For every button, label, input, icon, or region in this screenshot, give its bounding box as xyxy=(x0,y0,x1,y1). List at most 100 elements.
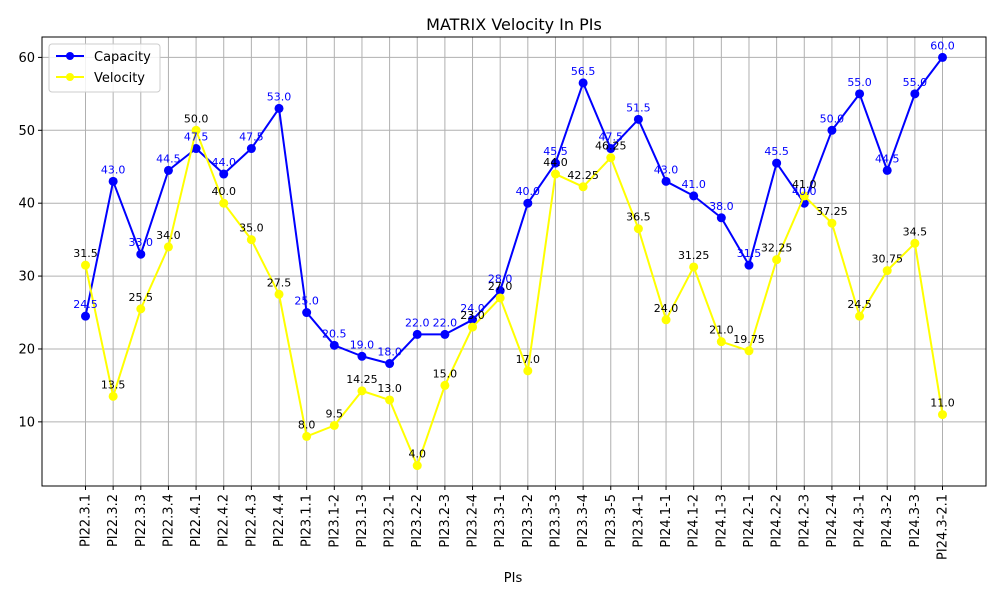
data-label-velocity: 34.0 xyxy=(156,229,181,242)
y-tick-label: 60 xyxy=(18,51,35,66)
data-label-velocity: 50.0 xyxy=(184,112,209,125)
grid xyxy=(42,37,986,486)
data-label-velocity: 13.0 xyxy=(377,382,402,395)
data-point-capacity xyxy=(219,169,229,179)
data-point-velocity xyxy=(661,315,671,325)
data-point-capacity xyxy=(882,165,892,175)
data-label-velocity: 41.0 xyxy=(792,178,817,191)
data-label-capacity: 33.0 xyxy=(129,236,154,249)
x-tick-label: PI23.2-4 xyxy=(466,494,481,548)
data-label-velocity: 40.0 xyxy=(211,185,236,198)
data-label-capacity: 22.0 xyxy=(433,316,458,329)
data-label-capacity: 41.0 xyxy=(681,178,706,191)
data-label-capacity: 44.0 xyxy=(211,156,236,169)
data-point-velocity xyxy=(772,255,782,265)
data-point-capacity xyxy=(329,340,339,350)
data-label-velocity: 21.0 xyxy=(709,324,734,337)
x-tick-label: PI23.2-1 xyxy=(383,494,398,548)
x-tick-label: PI23.1-3 xyxy=(355,494,370,548)
data-label-velocity: 44.0 xyxy=(543,156,568,169)
data-point-velocity xyxy=(910,238,920,248)
legend-label-capacity: Capacity xyxy=(94,50,151,65)
data-label-velocity: 36.5 xyxy=(626,211,651,224)
data-label-capacity: 40.0 xyxy=(792,185,817,198)
data-point-velocity xyxy=(550,169,560,179)
x-tick-label: PI24.2-2 xyxy=(770,494,785,548)
data-label-capacity: 25.0 xyxy=(294,295,319,308)
x-tick-label: PI22.3.4 xyxy=(161,494,176,547)
data-point-velocity xyxy=(385,395,395,405)
data-label-capacity: 40.0 xyxy=(516,185,541,198)
data-label-velocity: 32.25 xyxy=(761,242,793,255)
data-label-capacity: 50.0 xyxy=(820,112,845,125)
data-label-velocity: 24.5 xyxy=(847,298,872,311)
data-point-velocity xyxy=(633,224,643,234)
x-tick-label: PI23.3-2 xyxy=(521,494,536,548)
data-label-velocity: 35.0 xyxy=(239,222,264,235)
data-label-velocity: 4.0 xyxy=(408,448,426,461)
data-point-velocity xyxy=(689,262,699,272)
x-tick-label: PI23.3-4 xyxy=(576,494,591,548)
data-point-capacity xyxy=(550,158,560,168)
data-point-capacity xyxy=(523,198,533,208)
data-label-capacity: 55.0 xyxy=(847,76,872,89)
x-tick-label: PI24.2-4 xyxy=(825,494,840,548)
data-label-capacity: 38.0 xyxy=(709,200,734,213)
legend-label-velocity: Velocity xyxy=(94,71,145,86)
x-tick-label: PI22.4.1 xyxy=(189,494,204,547)
data-label-velocity: 27.0 xyxy=(488,280,513,293)
data-point-velocity xyxy=(246,235,256,245)
data-point-velocity xyxy=(523,366,533,376)
x-tick-label: PI24.3-3 xyxy=(908,494,923,548)
data-label-capacity: 20.5 xyxy=(322,327,347,340)
data-point-capacity xyxy=(855,89,865,99)
data-point-capacity xyxy=(772,158,782,168)
data-point-velocity xyxy=(412,461,422,471)
x-tick-label: PI24.1-1 xyxy=(659,494,674,548)
data-point-velocity xyxy=(468,322,478,332)
x-tick-label: PI23.3-5 xyxy=(604,494,619,548)
data-label-velocity: 19.75 xyxy=(733,333,765,346)
data-point-capacity xyxy=(633,114,643,124)
data-label-capacity: 44.5 xyxy=(875,152,900,165)
data-label-velocity: 46.25 xyxy=(595,140,627,153)
data-label-capacity: 28.0 xyxy=(488,273,513,286)
data-point-velocity xyxy=(882,266,892,276)
series-line-capacity xyxy=(84,56,944,365)
data-point-velocity xyxy=(329,421,339,431)
data-point-velocity xyxy=(81,260,90,270)
data-point-velocity xyxy=(495,293,505,303)
data-label-capacity: 53.0 xyxy=(267,90,292,103)
data-point-capacity xyxy=(468,315,478,325)
data-point-velocity xyxy=(799,191,809,201)
data-label-velocity: 37.25 xyxy=(816,205,848,218)
data-point-capacity xyxy=(357,351,367,361)
data-point-capacity xyxy=(108,176,118,186)
data-point-velocity xyxy=(827,218,837,228)
data-label-velocity: 17.0 xyxy=(516,353,541,366)
data-label-capacity: 47.5 xyxy=(239,131,264,144)
data-labels: 24.543.033.044.547.544.047.553.025.020.5… xyxy=(73,39,955,460)
data-label-velocity: 13.5 xyxy=(101,378,126,391)
data-point-capacity xyxy=(274,103,284,113)
x-tick-label: PI24.1-2 xyxy=(687,494,702,548)
data-label-capacity: 44.5 xyxy=(156,152,181,165)
x-tick-label: PI23.2-3 xyxy=(438,494,453,548)
data-point-capacity xyxy=(81,311,90,321)
data-point-capacity xyxy=(827,125,837,135)
chart-title: MATRIX Velocity In PIs xyxy=(426,15,602,34)
data-label-velocity: 34.5 xyxy=(903,225,928,238)
data-point-capacity xyxy=(744,260,754,270)
data-point-velocity xyxy=(855,311,865,321)
plot-area-frame xyxy=(41,36,987,487)
data-point-velocity xyxy=(191,125,201,135)
y-tick-label: 20 xyxy=(18,342,35,357)
data-point-velocity xyxy=(219,198,229,208)
series-line-velocity xyxy=(84,129,944,467)
data-point-velocity xyxy=(136,304,146,314)
data-point-capacity xyxy=(689,191,699,201)
data-point-velocity xyxy=(716,337,726,347)
data-label-velocity: 9.5 xyxy=(326,408,344,421)
axis-ticks: PI22.3.1 PI22.3.2 PI22.3.3 PI22.3.4 PI22.4.1… xyxy=(18,51,950,560)
